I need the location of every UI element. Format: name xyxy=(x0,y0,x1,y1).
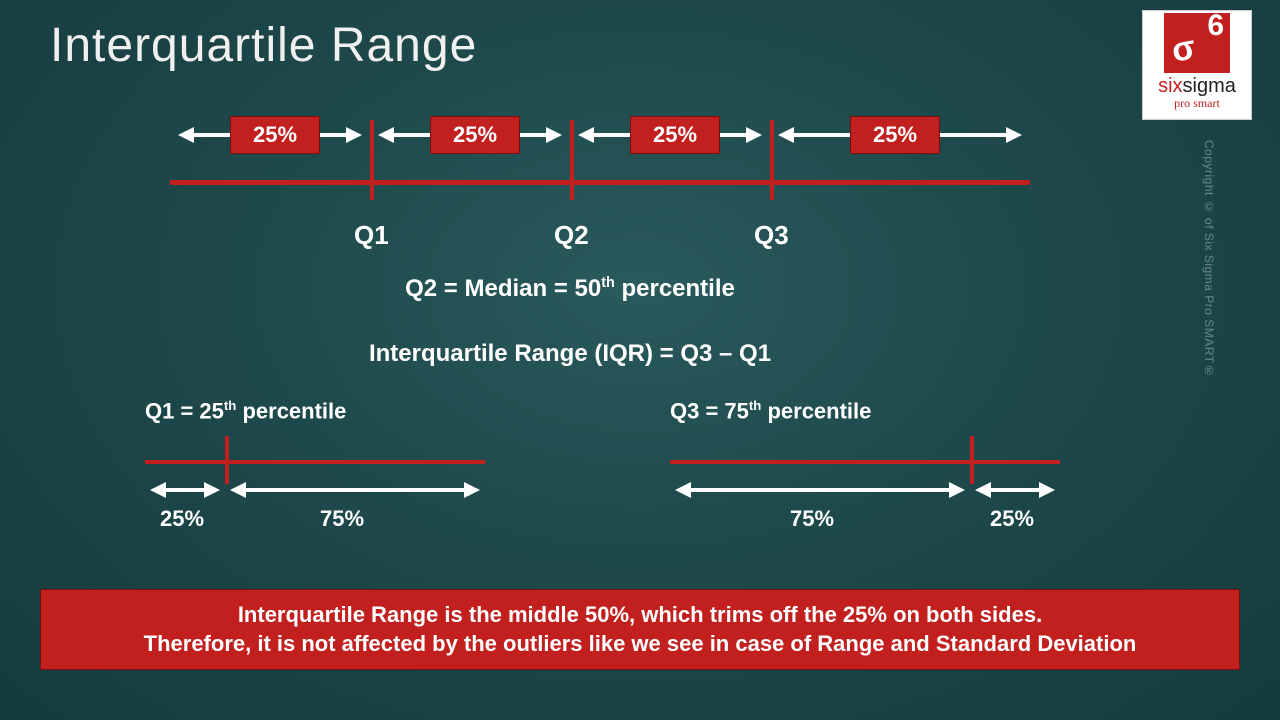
q1-title: Q1 = 25th percentile xyxy=(145,398,346,424)
quartile-label-q2: Q2 xyxy=(554,220,589,251)
median-formula: Q2 = Median = 50th percentile xyxy=(0,275,1140,303)
banner-line-1: Interquartile Range is the middle 50%, w… xyxy=(55,600,1225,630)
quartile-label-q1: Q1 xyxy=(354,220,389,251)
q1-right-arrow xyxy=(230,480,480,500)
banner-line-2: Therefore, it is not affected by the out… xyxy=(55,629,1225,659)
q3-left-arrow xyxy=(675,480,965,500)
pct-tag: 25% xyxy=(850,116,940,154)
pct-tag: 25% xyxy=(630,116,720,154)
iqr-formula: Interquartile Range (IQR) = Q3 – Q1 xyxy=(0,340,1140,368)
pct-tag: 25% xyxy=(430,116,520,154)
q3-right-arrow xyxy=(975,480,1055,500)
quartile-label-q3: Q3 xyxy=(754,220,789,251)
q1-left-arrow xyxy=(150,480,220,500)
summary-banner: Interquartile Range is the middle 50%, w… xyxy=(40,589,1240,670)
q3-title: Q3 = 75th percentile xyxy=(670,398,871,424)
pct-tag: 25% xyxy=(230,116,320,154)
